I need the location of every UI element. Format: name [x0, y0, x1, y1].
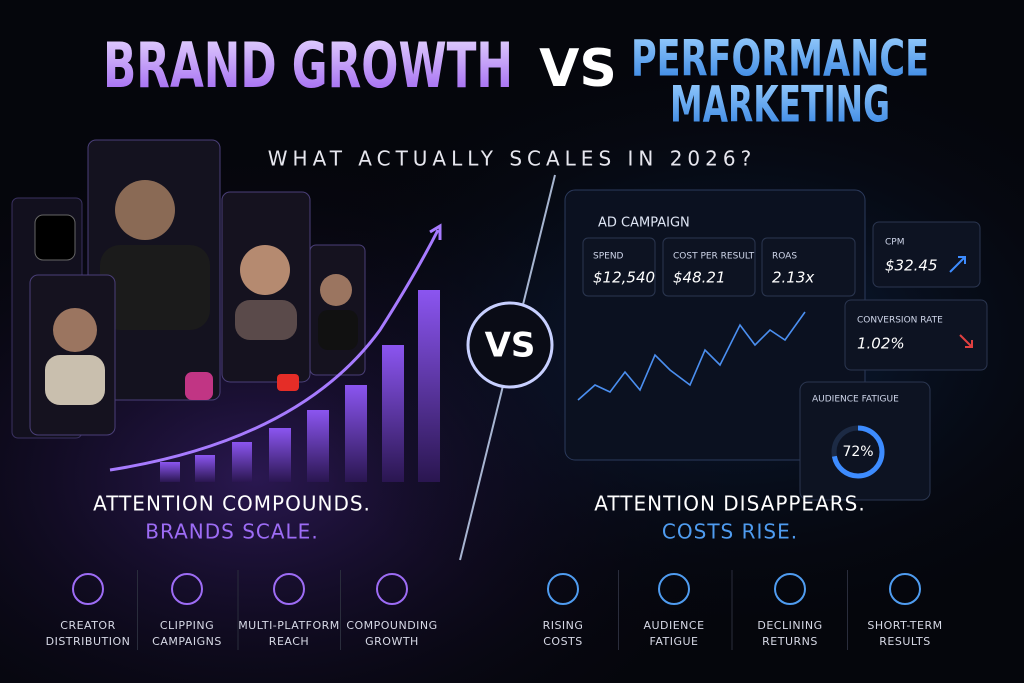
feature-label: COSTS — [543, 635, 583, 648]
feature-label: CREATOR — [60, 619, 115, 632]
metric-value: 2.13x — [772, 269, 814, 287]
title-right-2: MARKETING — [670, 76, 890, 134]
feature-icon — [72, 573, 104, 605]
feature-label: MULTI-PLATFORM — [238, 619, 340, 632]
left-tagline-1: ATTENTION COMPOUNDS. — [93, 492, 371, 516]
fatigue-card — [799, 381, 931, 501]
feature-icon — [658, 573, 690, 605]
feature-label: COMPOUNDING — [346, 619, 437, 632]
right-tagline-2: COSTS RISE. — [662, 520, 798, 544]
feature-label: FATIGUE — [650, 635, 699, 648]
feature-label: RISING — [543, 619, 584, 632]
metric-box — [582, 237, 656, 297]
metric-label: SPEND — [593, 252, 624, 262]
feature-label: SHORT-TERM — [867, 619, 942, 632]
campaign-line — [577, 311, 806, 401]
metric-card — [872, 221, 981, 288]
left-tagline-2: BRANDS SCALE. — [145, 520, 318, 544]
fatigue-ring — [831, 425, 885, 479]
arrow-head — [429, 223, 442, 240]
metric-label: COST PER RESULT — [673, 252, 755, 262]
right-tagline-1: ATTENTION DISAPPEARS. — [594, 492, 865, 516]
metric-card — [844, 299, 988, 371]
social-cards — [11, 139, 366, 439]
feature-icon — [171, 573, 203, 605]
subtitle: WHAT ACTUALLY SCALES IN 2026? — [268, 147, 756, 171]
feature-label: REACH — [269, 635, 309, 648]
trend-arrow — [949, 256, 966, 273]
vs-badge-text: VS — [485, 326, 536, 366]
feature-label: RETURNS — [762, 635, 818, 648]
vs-badge — [466, 301, 554, 389]
feature-icon — [273, 573, 305, 605]
fatigue-value: 72% — [842, 444, 873, 460]
feature-label: AUDIENCE — [643, 619, 704, 632]
title-right-1: PERFORMANCE — [631, 30, 929, 88]
metric-box — [662, 237, 756, 297]
card-label: CPM — [885, 238, 904, 248]
dashboard-title: AD CAMPAIGN — [598, 216, 690, 231]
feature-icon — [774, 573, 806, 605]
feature-label: RESULTS — [879, 635, 930, 648]
metric-box — [761, 237, 856, 297]
title-vs: VS — [539, 39, 617, 99]
metric-value: $12,540 — [593, 269, 655, 287]
card-label: CONVERSION RATE — [857, 316, 943, 326]
growth-arrow — [109, 229, 440, 472]
card-value: $32.45 — [885, 257, 938, 275]
feature-label: CAMPAIGNS — [152, 635, 222, 648]
metric-label: ROAS — [772, 252, 797, 262]
feature-icon — [376, 573, 408, 605]
title-left: BRAND GROWTH — [103, 29, 513, 102]
feature-icon — [889, 573, 921, 605]
card-value: 1.02% — [857, 335, 905, 353]
feature-icon — [547, 573, 579, 605]
feature-label: DECLINING — [757, 619, 822, 632]
feature-label: DISTRIBUTION — [46, 635, 131, 648]
feature-label: CLIPPING — [160, 619, 214, 632]
feature-label: GROWTH — [365, 635, 419, 648]
trend-arrow — [959, 334, 973, 348]
metric-value: $48.21 — [673, 269, 726, 287]
fatigue-label: AUDIENCE FATIGUE — [812, 395, 899, 405]
growth-bars — [160, 290, 440, 482]
